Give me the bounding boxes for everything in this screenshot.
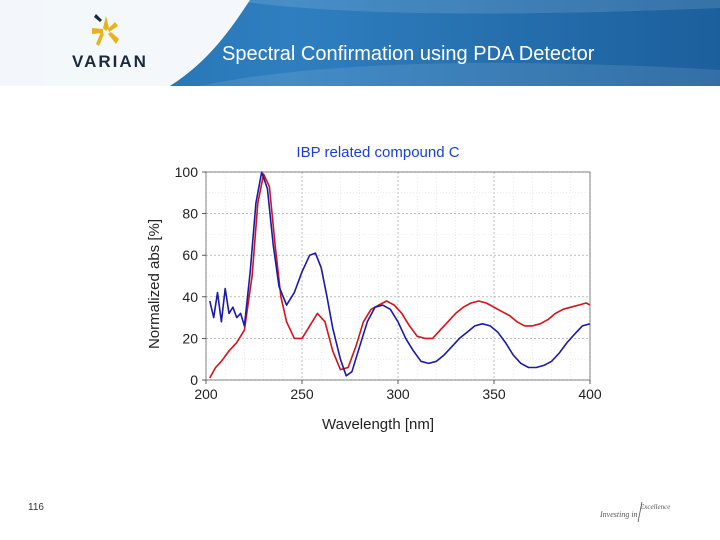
- series-line-2: [209, 171, 591, 377]
- y-tick-label: 60: [182, 247, 198, 263]
- x-tick-label: 250: [290, 386, 314, 402]
- logo-wordmark: VARIAN: [72, 52, 148, 71]
- footer-tagline-logo: Investing in Excellence: [596, 500, 676, 524]
- x-axis-label: Wavelength [nm]: [322, 416, 434, 433]
- tagline-slash-icon: [637, 501, 643, 523]
- y-tick-label: 80: [182, 206, 198, 222]
- x-tick-label: 200: [194, 386, 218, 402]
- slide-header: VARIAN Spectral Confirmation using PDA D…: [0, 0, 720, 86]
- tagline-right: Excellence: [640, 503, 671, 511]
- x-tick-label: 400: [578, 386, 602, 402]
- y-tick-label: 0: [190, 372, 198, 388]
- chart-title: IBP related compound C: [296, 144, 459, 161]
- header-swoosh-decoration: [0, 0, 720, 86]
- series-line-1: [209, 173, 591, 379]
- slide-title: Spectral Confirmation using PDA Detector: [222, 43, 595, 65]
- y-tick-label: 20: [182, 330, 198, 346]
- x-tick-label: 350: [482, 386, 506, 402]
- page-number: 116: [28, 502, 44, 513]
- tagline-left: Investing in: [600, 510, 638, 519]
- y-tick-label: 40: [182, 289, 198, 305]
- spectrum-chart: 200 250 300 350 400 0 20 40 60 80 100 IBP related c…: [146, 144, 602, 433]
- x-tick-label: 300: [386, 386, 410, 402]
- varian-star-icon: [92, 14, 119, 46]
- varian-logo: VARIAN: [0, 0, 230, 86]
- y-tick-label: 100: [175, 164, 199, 180]
- y-axis-label: Normalized abs [%]: [146, 219, 163, 349]
